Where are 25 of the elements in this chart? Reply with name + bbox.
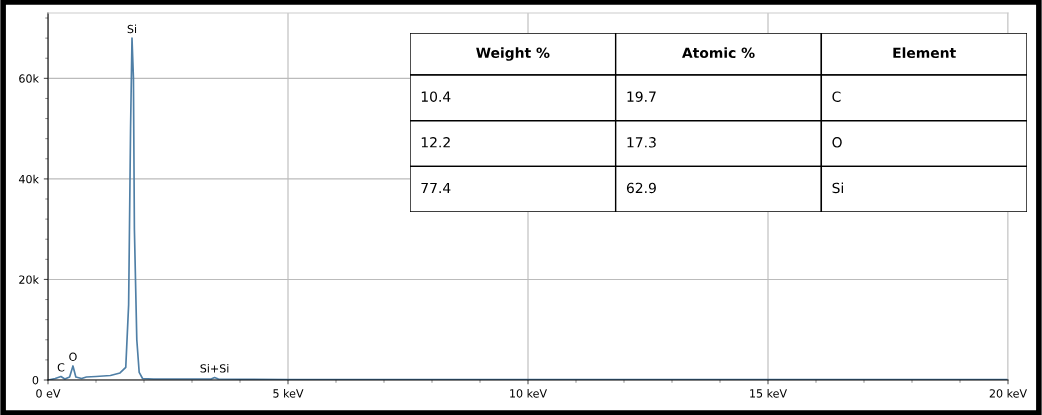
annotation: Si	[127, 24, 137, 34]
x-tick-label: 15 keV	[750, 389, 787, 398]
y-tick-label: 60k	[19, 74, 39, 83]
annotation: C	[832, 91, 841, 102]
annotation: 10.4	[421, 91, 451, 102]
annotation: 17.3	[627, 137, 656, 148]
y-tick-label: 20k	[19, 275, 39, 284]
annotation: 77.4	[421, 182, 451, 194]
annotation: C	[57, 363, 65, 372]
annotation: 19.7	[627, 91, 656, 102]
y-tick-label: 0	[32, 375, 39, 385]
y-tick-label: 40k	[18, 174, 39, 184]
x-tick-label: 5 keV	[273, 389, 304, 398]
annotation: Si+Si	[200, 363, 229, 373]
annotation: 12.2	[421, 137, 450, 148]
annotation: O	[69, 352, 77, 361]
x-tick-label: 0 eV	[36, 389, 61, 398]
annotation: O	[832, 137, 842, 148]
annotation: Atomic %	[681, 47, 755, 59]
annotation: Weight %	[476, 47, 550, 61]
annotation: Element	[893, 47, 956, 59]
x-tick-label: 10 keV	[510, 389, 547, 398]
x-tick-label: 20 keV	[989, 389, 1027, 398]
annotation: 62.9	[626, 182, 656, 194]
annotation: Si	[832, 182, 843, 194]
